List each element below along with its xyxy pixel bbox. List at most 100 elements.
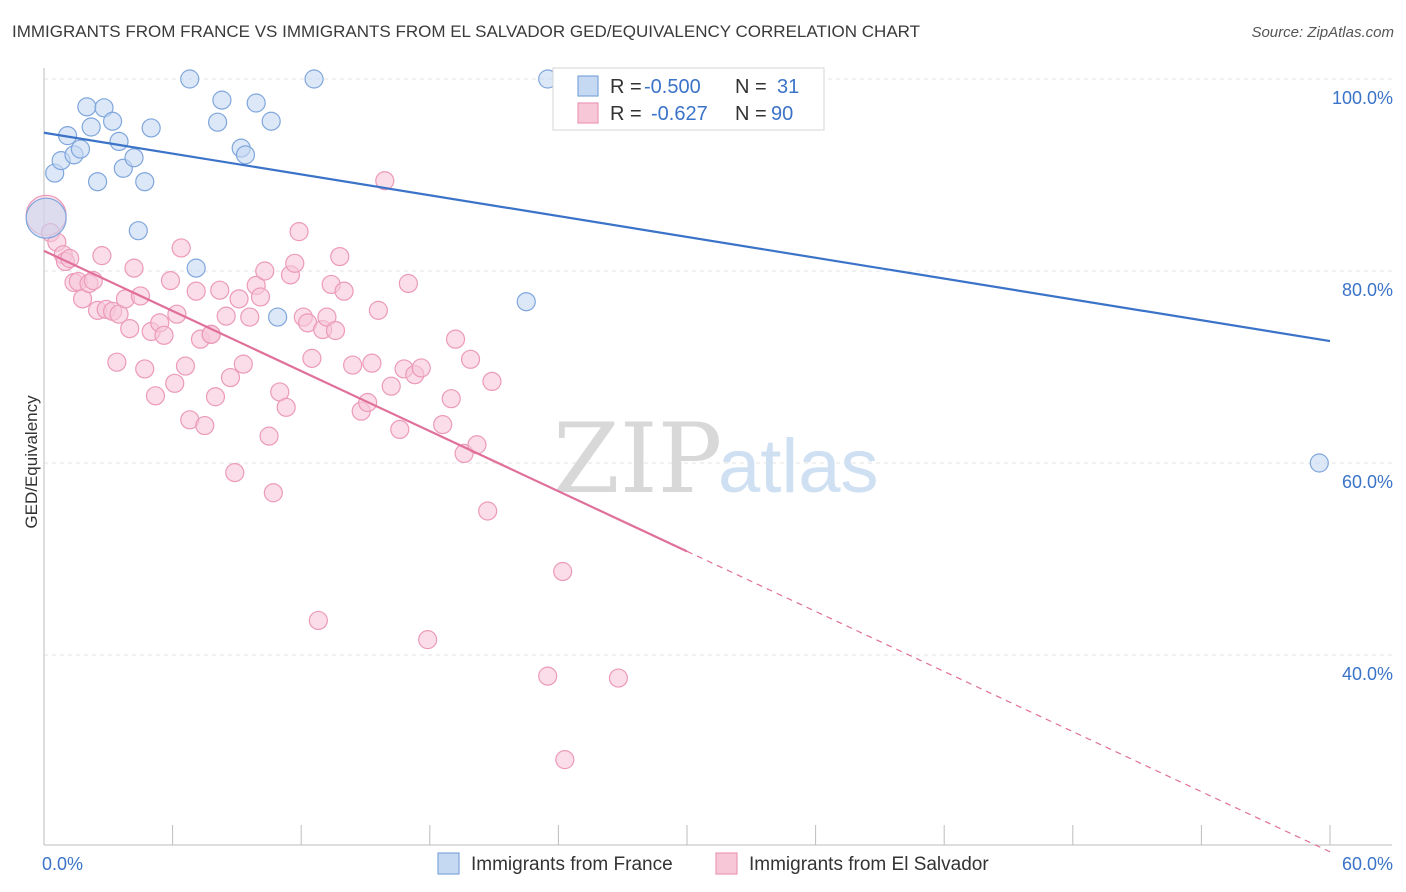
- y-axis-label: GED/Equivalency: [22, 395, 41, 529]
- point-elsalvador: [120, 319, 140, 339]
- point-elsalvador: [343, 355, 363, 375]
- point-france: [186, 258, 206, 278]
- y-tick-label: 100.0%: [1332, 88, 1393, 108]
- point-elsalvador: [220, 367, 241, 388]
- point-elsalvador: [205, 387, 226, 407]
- point-elsalvador: [175, 356, 196, 376]
- trend-lines: [43, 131, 1331, 853]
- trend-line-extension-elsalvador: [686, 550, 1331, 853]
- point-france: [94, 98, 114, 118]
- point-elsalvador: [255, 261, 275, 281]
- point-elsalvador: [460, 349, 481, 369]
- point-elsalvador: [250, 287, 271, 307]
- axes: [43, 68, 1392, 846]
- point-elsalvador: [259, 426, 279, 446]
- trend-line-elsalvador: [43, 249, 688, 553]
- trend-line-france: [43, 131, 1331, 343]
- point-elsalvador: [441, 389, 461, 409]
- point-elsalvador: [107, 352, 127, 372]
- point-france: [212, 90, 232, 110]
- legend-swatch-france: [577, 75, 599, 97]
- legend-swatch-elsalvador: [577, 102, 599, 124]
- point-france: [128, 221, 148, 241]
- point-elsalvador: [553, 561, 573, 582]
- point-elsalvador: [216, 306, 236, 326]
- watermark-zip-text: ZIP: [553, 403, 722, 515]
- point-elsalvador: [195, 415, 215, 436]
- point-elsalvador: [210, 280, 230, 300]
- point-elsalvador: [285, 253, 305, 273]
- point-elsalvador: [375, 171, 395, 191]
- series-legend-label-france: Immigrants from France: [471, 854, 673, 875]
- point-elsalvador: [160, 271, 181, 291]
- point-elsalvador: [418, 630, 438, 650]
- point-elsalvador: [478, 501, 498, 521]
- point-elsalvador: [398, 273, 418, 294]
- point-france: [102, 111, 123, 131]
- point-elsalvador: [362, 353, 382, 373]
- point-france: [124, 148, 144, 168]
- point-elsalvador: [308, 610, 328, 631]
- point-elsalvador: [381, 376, 401, 396]
- point-elsalvador: [225, 463, 245, 483]
- point-elsalvador: [390, 419, 410, 439]
- point-france: [246, 93, 266, 113]
- point-elsalvador: [538, 666, 558, 686]
- point-elsalvador: [482, 371, 502, 391]
- point-elsalvador: [165, 373, 185, 393]
- point-elsalvador: [186, 281, 206, 301]
- point-france: [77, 97, 97, 117]
- point-france: [261, 111, 281, 131]
- point-france: [180, 69, 200, 89]
- point-france: [208, 112, 228, 132]
- point-elsalvador: [411, 358, 431, 378]
- point-elsalvador: [334, 281, 354, 301]
- point-france: [135, 172, 155, 192]
- legend-n-value-elsalvador: 90: [771, 103, 793, 125]
- point-france: [141, 118, 161, 138]
- point-france: [70, 139, 91, 159]
- series-legend-swatch-france: [437, 852, 460, 875]
- point-elsalvador: [317, 307, 337, 327]
- point-elsalvador: [145, 386, 166, 406]
- point-elsalvador: [240, 307, 260, 327]
- stats-legend: R = -0.500 N = 31 R = -0.627 N = 90: [552, 67, 825, 131]
- point-france: [268, 307, 288, 327]
- point-elsalvador: [167, 304, 187, 324]
- point-france: [304, 69, 324, 89]
- point-france: [25, 197, 67, 239]
- point-france: [81, 117, 101, 137]
- point-elsalvador: [233, 354, 253, 374]
- legend-r-value-france: -0.500: [644, 76, 701, 98]
- y-tick-label: 80.0%: [1342, 280, 1393, 300]
- point-elsalvador: [92, 246, 112, 266]
- point-elsalvador: [276, 397, 296, 417]
- watermark-atlas-text: atlas: [718, 424, 879, 509]
- point-elsalvador: [135, 359, 155, 379]
- point-elsalvador: [302, 348, 322, 368]
- y-tick-label: 40.0%: [1342, 664, 1393, 684]
- tick-labels: 100.0% 80.0% 60.0% 40.0% 0.0% 60.0%: [42, 88, 1393, 874]
- data-points: [25, 69, 1329, 770]
- point-elsalvador: [171, 238, 191, 258]
- point-france: [1309, 453, 1329, 473]
- legend-n-label-elsalvador: N =: [735, 103, 767, 125]
- series-legend-label-elsalvador: Immigrants from El Salvador: [749, 854, 989, 875]
- y-tick-label: 60.0%: [1342, 472, 1393, 492]
- legend-r-label-elsalvador: R =: [610, 103, 642, 125]
- series-legend-swatch-elsalvador: [715, 852, 738, 875]
- point-elsalvador: [229, 289, 249, 309]
- point-elsalvador: [263, 483, 283, 503]
- page-title: IMMIGRANTS FROM FRANCE VS IMMIGRANTS FRO…: [12, 22, 921, 41]
- point-france: [87, 172, 108, 192]
- x-tick-label: 60.0%: [1342, 854, 1393, 874]
- watermark: ZIP atlas: [553, 403, 879, 515]
- point-elsalvador: [555, 750, 575, 770]
- legend-r-value-elsalvador: -0.627: [651, 103, 708, 125]
- source-credit: Source: ZipAtlas.com: [1251, 24, 1394, 41]
- point-elsalvador: [368, 300, 388, 320]
- legend-n-label-france: N =: [735, 76, 767, 98]
- point-elsalvador: [330, 247, 350, 267]
- point-france: [109, 131, 129, 151]
